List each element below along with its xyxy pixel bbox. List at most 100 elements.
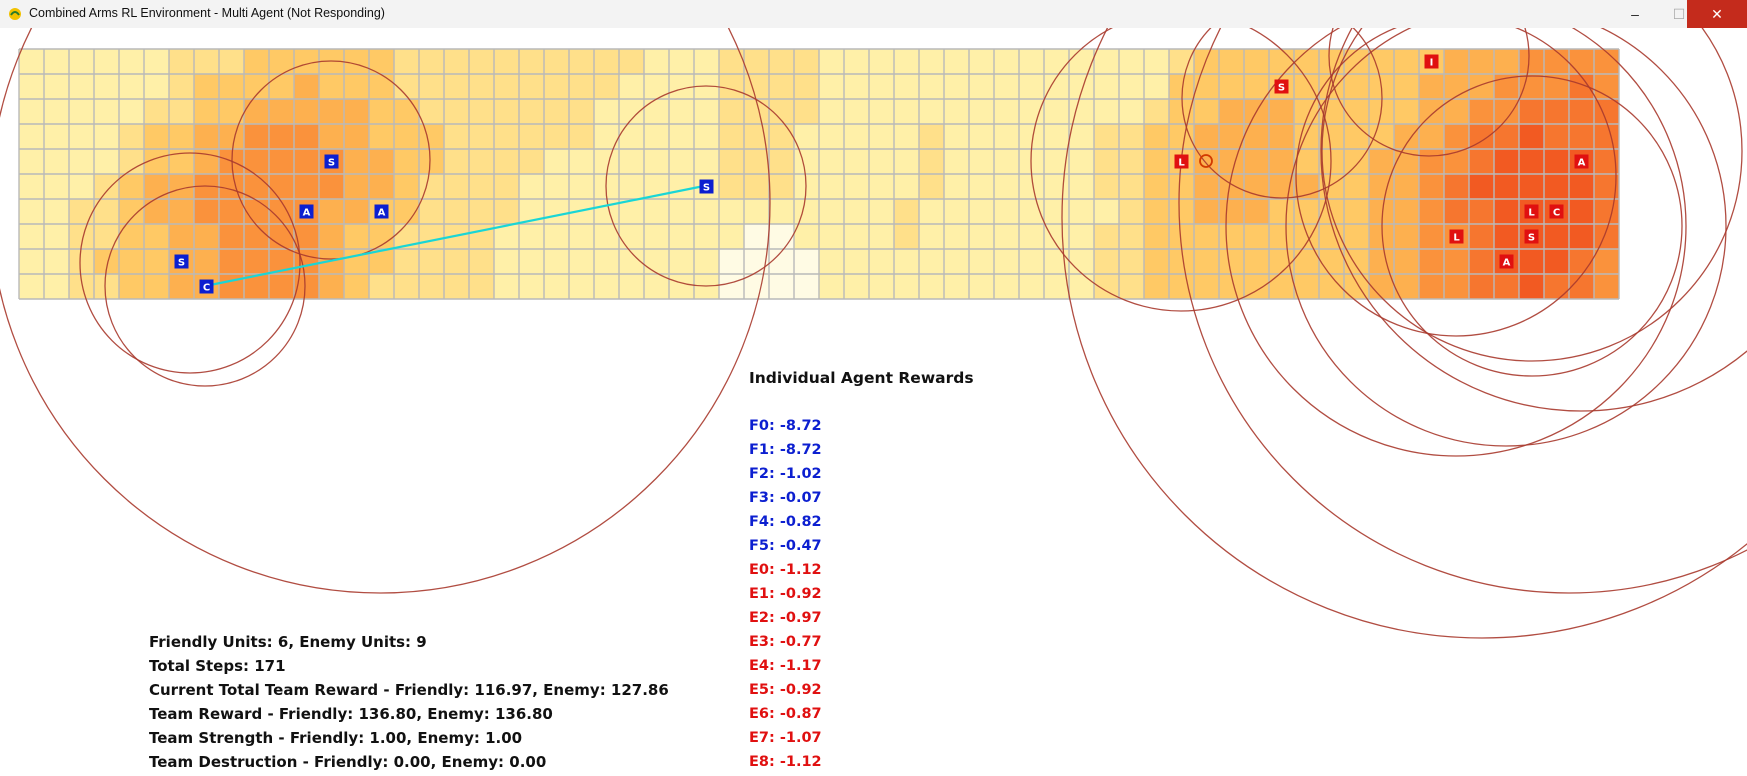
heat-cell — [994, 99, 1019, 124]
friendly-unit-c[interactable]: C — [199, 279, 214, 294]
heat-cell — [44, 99, 69, 124]
unit-type-label: C — [203, 283, 210, 294]
heat-cell — [1119, 74, 1144, 99]
reward-row: E8: -1.12 — [749, 754, 822, 770]
heat-cell — [519, 174, 544, 199]
heat-cell — [494, 74, 519, 99]
maximize-button[interactable]: ☐ — [1672, 5, 1686, 22]
heat-cell — [569, 174, 594, 199]
friendly-unit-a[interactable]: A — [374, 204, 389, 219]
heat-cell — [344, 49, 369, 74]
friendly-unit-s[interactable]: S — [324, 154, 339, 169]
heat-cell — [819, 149, 844, 174]
heat-cell — [1494, 274, 1519, 299]
reward-row: F1: -8.72 — [749, 442, 822, 458]
minimize-button[interactable]: – — [1631, 6, 1639, 22]
heat-cell — [519, 49, 544, 74]
heat-cell — [819, 199, 844, 224]
enemy-unit-i[interactable]: I — [1424, 54, 1439, 69]
heat-cell — [1219, 149, 1244, 174]
stats-panel: Friendly Units: 6, Enemy Units: 9 Total … — [149, 630, 669, 774]
heat-cell — [494, 249, 519, 274]
heat-cell — [1069, 249, 1094, 274]
heat-cell — [994, 149, 1019, 174]
heat-cell — [969, 249, 994, 274]
heat-cell — [769, 199, 794, 224]
heat-cell — [1394, 224, 1419, 249]
heat-cell — [719, 124, 744, 149]
enemy-unit-a[interactable]: A — [1499, 254, 1514, 269]
heat-cell — [1194, 124, 1219, 149]
heat-cell — [1594, 74, 1619, 99]
unit-badge — [1449, 229, 1464, 244]
heat-cell — [1344, 99, 1369, 124]
heat-cell — [1144, 124, 1169, 149]
heat-cell — [794, 124, 819, 149]
heat-cell — [919, 249, 944, 274]
heat-cell — [1519, 249, 1544, 274]
unit-markers[interactable]: S A A S C S I S L A L C L S A — [174, 54, 1589, 294]
heat-cell — [844, 199, 869, 224]
heat-cell — [269, 274, 294, 299]
heat-cell — [1344, 174, 1369, 199]
heat-cell — [469, 174, 494, 199]
heat-cell — [1519, 149, 1544, 174]
heat-cell — [169, 274, 194, 299]
game-scene[interactable]: S A A S C S I S L A L C L S A — [0, 28, 1747, 776]
heat-cell — [444, 249, 469, 274]
heat-cell — [1194, 49, 1219, 74]
heat-cell — [769, 49, 794, 74]
heat-cell — [1119, 149, 1144, 174]
heat-cell — [419, 74, 444, 99]
heat-cell — [1194, 249, 1219, 274]
unit-badge — [1524, 204, 1539, 219]
enemy-unit-a[interactable]: A — [1574, 154, 1589, 169]
heat-cell — [1494, 224, 1519, 249]
weapon-range-circles — [0, 28, 1747, 639]
heat-cell — [319, 224, 344, 249]
heat-cell — [144, 199, 169, 224]
heat-cell — [1444, 49, 1469, 74]
heat-cell — [944, 124, 969, 149]
enemy-unit-c[interactable]: C — [1549, 204, 1564, 219]
unit-badge — [1524, 229, 1539, 244]
enemy-unit-s[interactable]: S — [1274, 79, 1289, 94]
heat-cell — [869, 74, 894, 99]
heat-cell — [1194, 274, 1219, 299]
heat-cell — [769, 249, 794, 274]
heat-cell — [1019, 99, 1044, 124]
heat-cell — [969, 49, 994, 74]
heat-cell — [694, 199, 719, 224]
heat-cell — [119, 224, 144, 249]
heat-cell — [1569, 274, 1594, 299]
heat-cell — [1019, 224, 1044, 249]
heat-cell — [919, 124, 944, 149]
heat-cell — [944, 149, 969, 174]
friendly-unit-a[interactable]: A — [299, 204, 314, 219]
heat-cell — [744, 49, 769, 74]
heat-cell — [69, 49, 94, 74]
heat-cell — [219, 274, 244, 299]
heat-cell — [1569, 74, 1594, 99]
heat-cell — [219, 74, 244, 99]
heat-cell — [1169, 199, 1194, 224]
heat-cell — [644, 249, 669, 274]
heat-cell — [994, 124, 1019, 149]
heat-cell — [94, 149, 119, 174]
heat-cell — [644, 99, 669, 124]
reward-row: E5: -0.92 — [749, 682, 822, 698]
heat-cell — [1194, 224, 1219, 249]
enemy-unit-l[interactable]: L — [1174, 154, 1189, 169]
heat-cell — [1219, 49, 1244, 74]
heat-cell — [544, 149, 569, 174]
heat-cell — [1044, 49, 1069, 74]
enemy-unit-l[interactable]: L — [1449, 229, 1464, 244]
heat-cell — [1219, 124, 1244, 149]
close-button[interactable]: ✕ — [1687, 0, 1747, 28]
enemy-unit-s[interactable]: S — [1524, 229, 1539, 244]
friendly-unit-s[interactable]: S — [174, 254, 189, 269]
range-circle — [1178, 28, 1747, 594]
friendly-unit-s[interactable]: S — [699, 179, 714, 194]
enemy-unit-l[interactable]: L — [1524, 204, 1539, 219]
heat-cell — [1594, 274, 1619, 299]
